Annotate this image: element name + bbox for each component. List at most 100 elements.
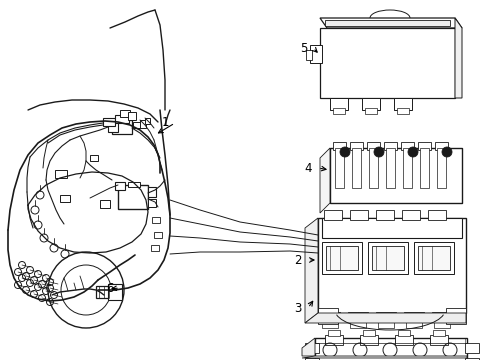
- Bar: [108, 122, 118, 132]
- Text: 2: 2: [294, 253, 302, 266]
- Bar: [322, 218, 462, 238]
- Polygon shape: [302, 356, 467, 358]
- Bar: [376, 210, 394, 220]
- Bar: [376, 312, 396, 322]
- Bar: [152, 217, 160, 223]
- Polygon shape: [305, 313, 466, 323]
- Bar: [362, 98, 380, 110]
- Bar: [335, 148, 344, 188]
- Bar: [363, 330, 375, 336]
- Bar: [368, 242, 408, 274]
- Bar: [140, 120, 146, 128]
- Bar: [306, 50, 312, 60]
- Bar: [414, 242, 454, 274]
- Bar: [330, 148, 462, 203]
- Bar: [118, 185, 148, 209]
- Bar: [432, 312, 452, 322]
- Bar: [350, 322, 366, 328]
- Bar: [100, 200, 110, 208]
- Bar: [325, 335, 343, 345]
- Bar: [322, 322, 338, 328]
- Bar: [333, 142, 346, 150]
- Bar: [60, 195, 70, 202]
- Bar: [360, 335, 378, 345]
- Bar: [96, 286, 114, 298]
- Text: 6: 6: [106, 282, 114, 294]
- Bar: [401, 142, 414, 150]
- Bar: [348, 312, 368, 322]
- Bar: [418, 142, 431, 150]
- Bar: [128, 182, 140, 187]
- Bar: [112, 120, 132, 134]
- Bar: [145, 118, 150, 124]
- Bar: [128, 112, 136, 120]
- Bar: [437, 148, 446, 188]
- Bar: [386, 148, 395, 188]
- Bar: [430, 335, 448, 345]
- Bar: [318, 308, 338, 324]
- Bar: [352, 148, 361, 188]
- Circle shape: [442, 147, 452, 157]
- Bar: [108, 284, 122, 300]
- Bar: [333, 108, 345, 114]
- Polygon shape: [305, 218, 318, 323]
- Bar: [310, 45, 322, 63]
- Bar: [398, 330, 410, 336]
- Bar: [330, 98, 348, 110]
- Text: 4: 4: [304, 162, 312, 175]
- Bar: [372, 246, 404, 270]
- Bar: [55, 170, 67, 178]
- Bar: [328, 330, 340, 336]
- Text: 5: 5: [299, 41, 307, 54]
- Bar: [350, 142, 363, 150]
- Bar: [420, 148, 429, 188]
- Polygon shape: [455, 18, 462, 98]
- Bar: [367, 142, 380, 150]
- Polygon shape: [302, 338, 315, 356]
- Circle shape: [408, 147, 418, 157]
- Bar: [406, 322, 422, 328]
- Bar: [115, 182, 125, 190]
- Bar: [465, 343, 479, 353]
- Bar: [154, 232, 162, 238]
- Circle shape: [340, 147, 350, 157]
- Polygon shape: [320, 18, 462, 28]
- Bar: [434, 322, 450, 328]
- Bar: [435, 142, 448, 150]
- Polygon shape: [320, 148, 330, 213]
- Bar: [446, 308, 466, 324]
- Bar: [148, 199, 156, 207]
- Bar: [418, 246, 450, 270]
- Bar: [322, 242, 362, 274]
- Bar: [378, 322, 394, 328]
- Bar: [384, 142, 397, 150]
- Bar: [404, 312, 424, 322]
- Bar: [433, 330, 445, 336]
- Bar: [320, 28, 455, 98]
- Bar: [133, 122, 141, 128]
- Bar: [305, 343, 319, 353]
- Bar: [326, 246, 358, 270]
- Bar: [151, 245, 159, 251]
- Bar: [120, 110, 130, 117]
- Bar: [305, 358, 319, 360]
- Bar: [318, 218, 466, 313]
- Bar: [428, 210, 446, 220]
- Bar: [397, 108, 409, 114]
- Bar: [325, 20, 450, 26]
- Bar: [350, 210, 368, 220]
- Text: 3: 3: [294, 302, 302, 315]
- Text: 1: 1: [162, 117, 169, 130]
- Bar: [90, 155, 98, 161]
- Bar: [403, 148, 412, 188]
- Bar: [465, 358, 479, 360]
- Bar: [394, 98, 412, 110]
- Bar: [320, 312, 340, 322]
- Bar: [115, 115, 129, 123]
- Bar: [148, 187, 156, 197]
- Bar: [402, 210, 420, 220]
- Bar: [103, 118, 115, 126]
- Bar: [369, 148, 378, 188]
- Bar: [315, 338, 467, 360]
- Bar: [395, 335, 413, 345]
